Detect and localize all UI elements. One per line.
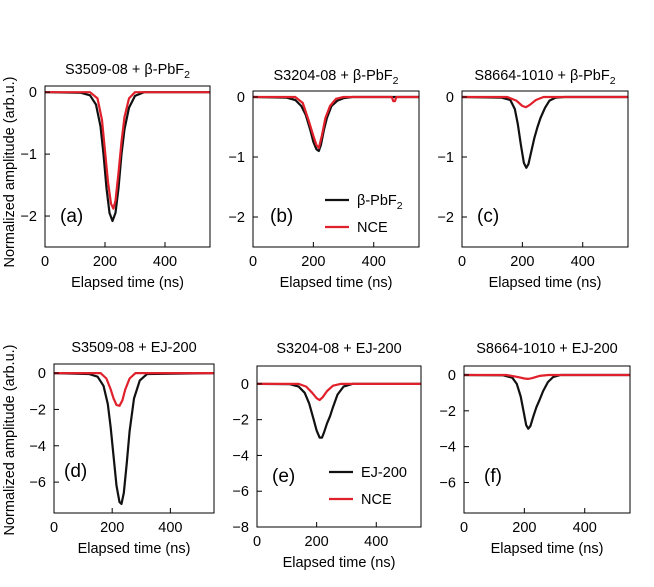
series-line-nce: [45, 91, 210, 210]
panels: 0 200 400 0 −1 −2 S3509-08 + β-PbF2 Elapsed tim…: [20, 62, 631, 571]
x-axis-label: Elapsed time (ns): [78, 541, 191, 557]
x-tick-label: 0: [249, 254, 257, 270]
x-tick-label: 0: [458, 254, 466, 270]
x-tick-label: 400: [364, 534, 388, 550]
y-tick-label: −6: [29, 475, 46, 491]
y-tick-label: −1: [228, 150, 245, 166]
series-line-main: [54, 372, 214, 505]
row1-ylabel: Normalized amplitude (arb.u.): [2, 77, 18, 268]
x-axis-label: Elapsed time (ns): [489, 275, 602, 291]
y-tick-label: 0: [446, 90, 454, 106]
panel-b: 0 200 400 0 −1 −2 S3204-08 + β-PbF2 Elapsed tim…: [228, 68, 420, 291]
y-tick-label: −2: [232, 413, 249, 429]
panel-label: (d): [64, 461, 87, 482]
x-tick-label: 0: [460, 520, 468, 536]
panel-label: (b): [270, 206, 293, 227]
series-line-nce: [464, 373, 630, 380]
y-tick-label: −6: [439, 476, 456, 492]
y-tick-label: −2: [437, 210, 454, 226]
y-tick-label: 0: [237, 90, 245, 106]
legend-label: NCE: [361, 492, 392, 508]
plot-frame: [463, 365, 631, 514]
panel-label: (c): [477, 206, 499, 227]
y-tick-label: −2: [439, 404, 456, 420]
x-tick-label: 400: [362, 254, 386, 270]
plot-frame: [461, 90, 629, 248]
x-tick-label: 400: [158, 520, 182, 536]
y-tick-label: 0: [448, 368, 456, 384]
x-tick-label: 0: [50, 520, 58, 536]
plot-frame: [53, 363, 215, 514]
chart-title: S3509-08 + EJ-200: [71, 340, 196, 356]
x-tick-label: 200: [510, 254, 534, 270]
y-tick-label: −1: [20, 147, 37, 163]
x-tick-label: 200: [93, 254, 117, 270]
series-line-main: [45, 91, 210, 223]
series-line-main: [257, 382, 421, 439]
plot-frame: [44, 85, 211, 248]
x-axis-label: Elapsed time (ns): [283, 555, 396, 571]
x-tick-label: 400: [571, 254, 595, 270]
panel-e: 0 200 400 0 −2 −4 −6 −8 S3204-08 + EJ-200 Elapsed…: [232, 341, 422, 571]
chart-title: S8664-1010 + EJ-200: [476, 341, 617, 357]
plot-frame: [256, 365, 422, 528]
y-tick-label: −4: [232, 448, 249, 464]
series-line-nce: [462, 95, 628, 109]
x-axis-label: Elapsed time (ns): [71, 275, 184, 291]
chart-title: S3509-08 + β-PbF2: [65, 62, 190, 81]
x-axis-label: Elapsed time (ns): [491, 541, 604, 557]
legend: β-PbF2 NCE: [325, 193, 403, 236]
y-tick-label: −2: [228, 210, 245, 226]
chart-title: S3204-08 + EJ-200: [276, 341, 401, 357]
x-tick-label: 200: [512, 520, 536, 536]
plot-frame: [252, 90, 420, 248]
y-tick-label: −1: [437, 150, 454, 166]
panel-c: 0 200 400 0 −1 −2 S8664-1010 + β-PbF2 Elapsed t…: [437, 68, 629, 291]
panel-a: 0 200 400 0 −1 −2 S3509-08 + β-PbF2 Elapsed tim…: [20, 62, 211, 291]
y-tick-label: −4: [439, 440, 456, 456]
y-tick-label: 0: [38, 366, 46, 382]
x-tick-label: 0: [253, 534, 261, 550]
series-line-nce: [253, 95, 419, 150]
series-line-main: [464, 373, 630, 430]
x-tick-label: 200: [301, 254, 325, 270]
y-tick-label: −4: [29, 439, 46, 455]
panel-label: (f): [484, 466, 502, 487]
legend: EJ-200 NCE: [329, 465, 407, 508]
x-tick-label: 400: [153, 254, 177, 270]
chart-title: S8664-1010 + β-PbF2: [474, 68, 615, 87]
y-tick-label: 0: [241, 377, 249, 393]
legend-label: β-PbF2: [357, 193, 403, 212]
panel-f: 0 200 400 0 −2 −4 −6 S8664-1010 + EJ-200 Elapsed…: [439, 341, 631, 557]
panel-d: 0 200 400 0 −2 −4 −6 S3509-08 + EJ-200 Elapsed t…: [29, 340, 215, 557]
x-axis-label: Elapsed time (ns): [280, 275, 393, 291]
y-tick-label: −8: [232, 520, 249, 536]
panel-label: (a): [60, 206, 83, 227]
x-tick-label: 200: [305, 534, 329, 550]
x-tick-label: 200: [100, 520, 124, 536]
x-tick-label: 400: [573, 520, 597, 536]
row2-ylabel: Normalized amplitude (arb.u.): [2, 345, 18, 536]
legend-label: EJ-200: [361, 465, 407, 481]
y-tick-label: 0: [29, 85, 37, 101]
series-line-nce: [54, 372, 214, 407]
panel-label: (e): [272, 466, 295, 487]
series-line-nce: [257, 382, 421, 402]
y-tick-label: −2: [29, 402, 46, 418]
legend-label: NCE: [357, 220, 388, 236]
chart-title: S3204-08 + β-PbF2: [273, 68, 398, 87]
y-tick-label: −6: [232, 484, 249, 500]
y-tick-label: −2: [20, 209, 37, 225]
x-tick-label: 0: [41, 254, 49, 270]
series-line-main: [462, 95, 628, 169]
series-line-main: [253, 95, 419, 153]
